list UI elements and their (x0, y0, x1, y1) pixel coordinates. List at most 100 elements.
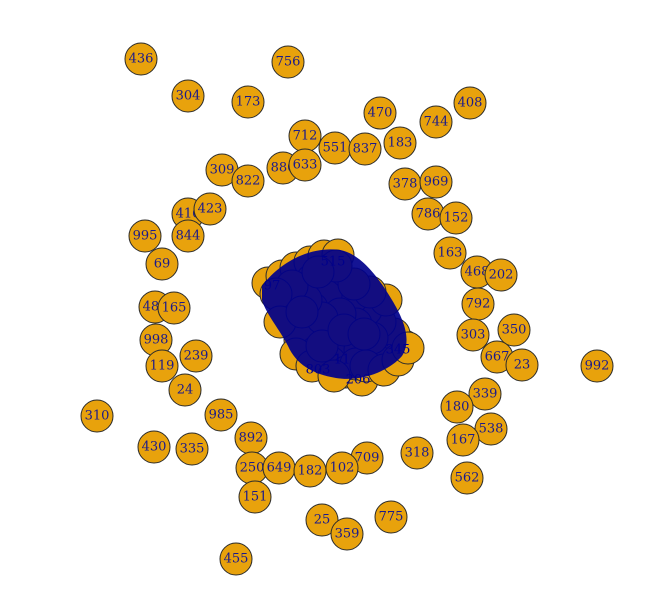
node-label: 892 (239, 431, 264, 446)
node-label: 995 (133, 229, 158, 244)
node-circle (325, 451, 359, 485)
graph-node: 423 (193, 192, 227, 226)
node-label: 430 (142, 440, 167, 455)
node-circle (580, 349, 614, 383)
node-label: 538 (479, 422, 504, 437)
graph-node: 303 (456, 318, 490, 352)
graph-node: 455 (219, 542, 253, 576)
graph-node: 309 (205, 153, 239, 187)
graph-node: 310 (80, 399, 114, 433)
node-label: 119 (150, 359, 175, 374)
cluster-node-label: 11 (334, 353, 351, 368)
node-label: 468 (465, 265, 490, 280)
node-label: 822 (236, 174, 261, 189)
graph-node: 24 (168, 373, 202, 407)
graph-node: 985 (204, 398, 238, 432)
graph-node: 350 (497, 313, 531, 347)
node-circle (456, 318, 490, 352)
node-label: 163 (438, 246, 463, 261)
node-label: 359 (335, 527, 360, 542)
graph-node: 250 (235, 451, 269, 485)
node-label: 173 (236, 95, 261, 110)
graph-node: 180 (440, 390, 474, 424)
node-label: 202 (489, 268, 514, 283)
graph-node: 844 (171, 219, 205, 253)
graph-node: 183 (383, 126, 417, 160)
node-label: 378 (393, 177, 418, 192)
graph-node: 712 (288, 119, 322, 153)
node-label: 250 (240, 461, 265, 476)
graph-node: 173 (231, 85, 265, 119)
graph-node: 69 (145, 247, 179, 281)
node-label: 152 (444, 211, 469, 226)
node-circle (145, 247, 179, 281)
graph-node: 775 (374, 500, 408, 534)
graph-node: 892 (234, 421, 268, 455)
node-circle (419, 165, 453, 199)
node-label: 998 (144, 333, 169, 348)
graph-node: 339 (468, 377, 502, 411)
node-circle (231, 164, 265, 198)
node-label: 182 (298, 464, 323, 479)
node-label: 786 (416, 207, 441, 222)
node-label: 339 (473, 387, 498, 402)
dense-cluster: 515 803 206 345 11 97 (251, 238, 425, 397)
node-label: 309 (210, 163, 235, 178)
graph-node: 151 (238, 480, 272, 514)
node-circle (446, 423, 480, 457)
node-label: 23 (514, 358, 531, 373)
graph-node: 992 (580, 349, 614, 383)
graph-node: 119 (145, 349, 179, 383)
node-label: 24 (177, 383, 194, 398)
node-label: 744 (424, 115, 449, 130)
node-label: 649 (267, 461, 292, 476)
cluster-node-label: 206 (346, 373, 371, 388)
graph-node: 182 (293, 454, 327, 488)
graph-node: 998 (139, 323, 173, 357)
node-label: 470 (368, 106, 393, 121)
graph-node: 786 (411, 197, 445, 231)
node-label: 335 (180, 442, 205, 457)
node-circle (80, 399, 114, 433)
graph-node: 408 (453, 86, 487, 120)
cluster-label-mass (262, 249, 407, 379)
graph-node: 25 (305, 503, 339, 537)
node-label: 408 (458, 96, 483, 111)
node-circle (468, 377, 502, 411)
node-label: 304 (176, 89, 201, 104)
node-circle (453, 86, 487, 120)
graph-node: 969 (419, 165, 453, 199)
graph-node: 822 (231, 164, 265, 198)
graph-node: 152 (439, 201, 473, 235)
node-circle (383, 126, 417, 160)
node-label: 455 (224, 552, 249, 567)
graph-node: 202 (484, 258, 518, 292)
node-circle (171, 219, 205, 253)
node-circle (505, 348, 539, 382)
cluster-node-label: 803 (306, 363, 331, 378)
node-circle (348, 132, 382, 166)
node-circle (193, 192, 227, 226)
node-label: 709 (355, 451, 380, 466)
node-circle (145, 349, 179, 383)
node-circle (175, 432, 209, 466)
node-label: 423 (198, 202, 223, 217)
node-circle (400, 436, 434, 470)
node-label: 165 (162, 301, 187, 316)
node-circle (433, 236, 467, 270)
node-circle (450, 461, 484, 495)
graph-node: 163 (433, 236, 467, 270)
graph-node: 318 (400, 436, 434, 470)
node-circle (204, 398, 238, 432)
cluster-node-label: 345 (386, 343, 411, 358)
graph-node: 470 (363, 96, 397, 130)
node-circle (231, 85, 265, 119)
node-circle (157, 291, 191, 325)
graph-node: 538 (474, 412, 508, 446)
node-label: 969 (424, 175, 449, 190)
node-label: 775 (379, 510, 404, 525)
node-circle (124, 42, 158, 76)
graph-node: 23 (505, 348, 539, 382)
